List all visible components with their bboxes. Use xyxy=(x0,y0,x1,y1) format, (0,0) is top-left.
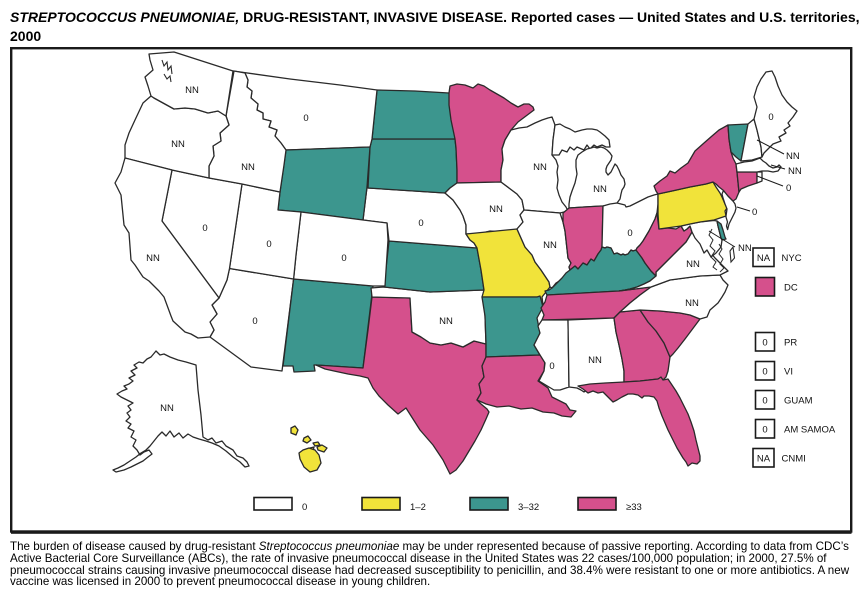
svg-text:NN: NN xyxy=(160,403,174,414)
svg-text:NN: NN xyxy=(439,316,453,327)
svg-text:0: 0 xyxy=(762,367,767,378)
svg-text:NN: NN xyxy=(588,355,602,366)
svg-text:1–2: 1–2 xyxy=(410,502,426,513)
svg-text:CNMI: CNMI xyxy=(782,454,806,465)
svg-text:NN: NN xyxy=(738,243,752,254)
svg-text:0: 0 xyxy=(302,502,307,513)
svg-text:NN: NN xyxy=(146,253,160,264)
svg-text:AM SAMOA: AM SAMOA xyxy=(784,425,836,436)
svg-text:PR: PR xyxy=(784,338,797,349)
svg-text:0: 0 xyxy=(418,218,423,229)
svg-text:NN: NN xyxy=(185,85,199,96)
svg-text:VI: VI xyxy=(784,367,793,378)
svg-text:NYC: NYC xyxy=(782,253,802,264)
svg-text:0: 0 xyxy=(762,425,767,436)
svg-text:NN: NN xyxy=(533,162,547,173)
svg-text:NN: NN xyxy=(241,162,255,173)
svg-text:0: 0 xyxy=(549,361,554,372)
svg-text:NA: NA xyxy=(757,454,771,465)
svg-text:0: 0 xyxy=(762,396,767,407)
svg-text:NN: NN xyxy=(685,298,699,309)
svg-text:0: 0 xyxy=(303,113,308,124)
svg-text:NA: NA xyxy=(757,253,771,264)
svg-text:NN: NN xyxy=(543,240,557,251)
svg-text:0: 0 xyxy=(627,228,632,239)
svg-text:NN: NN xyxy=(788,166,802,177)
svg-text:0: 0 xyxy=(768,112,773,123)
svg-text:0: 0 xyxy=(341,253,346,264)
svg-text:0: 0 xyxy=(252,316,257,327)
svg-text:0: 0 xyxy=(266,239,271,250)
svg-text:0: 0 xyxy=(762,338,767,349)
svg-text:NN: NN xyxy=(171,139,185,150)
svg-text:NN: NN xyxy=(593,184,607,195)
svg-text:NN: NN xyxy=(686,259,700,270)
svg-text:GUAM: GUAM xyxy=(784,396,813,407)
svg-text:3–32: 3–32 xyxy=(518,502,539,513)
svg-text:≥33: ≥33 xyxy=(626,502,642,513)
svg-text:0: 0 xyxy=(786,183,791,194)
svg-text:NN: NN xyxy=(489,204,503,215)
svg-text:0: 0 xyxy=(752,207,757,218)
svg-text:DC: DC xyxy=(784,283,798,294)
svg-text:0: 0 xyxy=(202,223,207,234)
svg-text:NN: NN xyxy=(786,151,800,162)
